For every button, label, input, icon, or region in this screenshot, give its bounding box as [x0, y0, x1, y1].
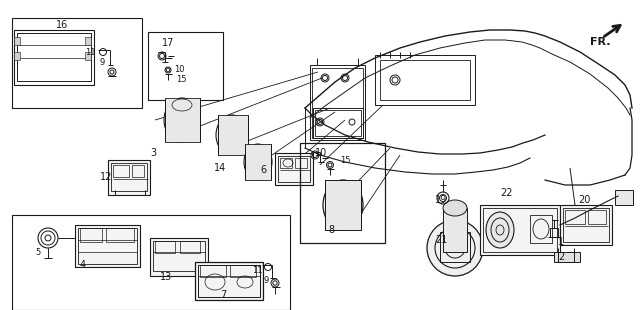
Text: 11: 11	[85, 48, 95, 57]
Bar	[200, 265, 226, 277]
Bar	[165, 98, 200, 142]
Bar	[245, 144, 271, 180]
Bar	[111, 163, 147, 191]
Text: FR.: FR.	[590, 37, 611, 47]
Bar	[440, 232, 470, 262]
Text: 13: 13	[160, 272, 172, 282]
Bar	[78, 228, 137, 264]
Ellipse shape	[164, 98, 200, 142]
Text: 9: 9	[100, 58, 105, 67]
Bar	[312, 68, 363, 138]
Bar	[483, 208, 557, 252]
Text: 7: 7	[220, 290, 227, 300]
Bar	[563, 208, 609, 242]
Text: 5: 5	[35, 248, 40, 257]
Bar	[230, 265, 256, 277]
Bar	[14, 52, 20, 60]
Bar	[75, 225, 140, 267]
Bar	[325, 180, 361, 230]
Bar	[106, 228, 134, 242]
Bar	[565, 210, 585, 224]
Text: 1: 1	[558, 237, 564, 247]
Bar	[550, 228, 558, 237]
Bar	[17, 33, 91, 81]
Bar	[198, 265, 260, 297]
Text: 16: 16	[56, 20, 68, 30]
Text: 11: 11	[252, 266, 262, 275]
Bar	[560, 205, 612, 245]
Bar	[300, 143, 385, 243]
Bar	[480, 205, 560, 255]
Bar	[310, 65, 365, 140]
Text: 19: 19	[435, 195, 447, 205]
Bar	[155, 241, 175, 253]
Bar	[14, 30, 94, 85]
Bar	[85, 52, 91, 60]
Bar	[615, 190, 633, 205]
Bar	[443, 208, 467, 252]
Text: 15: 15	[340, 156, 351, 165]
Bar	[14, 37, 20, 45]
Bar	[375, 55, 475, 105]
Bar	[275, 153, 313, 185]
Bar	[295, 158, 307, 168]
Bar	[85, 37, 91, 45]
Bar	[108, 160, 150, 195]
Text: 21: 21	[435, 235, 447, 245]
Bar	[554, 252, 580, 262]
Text: 10: 10	[315, 148, 327, 158]
Text: 17: 17	[162, 38, 174, 48]
Text: 15: 15	[176, 75, 186, 84]
Text: 20: 20	[578, 195, 590, 205]
Bar	[195, 262, 263, 300]
Bar	[132, 165, 144, 177]
Bar	[530, 215, 552, 243]
Bar	[12, 18, 142, 108]
Ellipse shape	[216, 115, 248, 155]
Text: 14: 14	[214, 163, 227, 173]
Text: 4: 4	[80, 260, 86, 270]
Bar	[313, 108, 363, 138]
Circle shape	[427, 220, 483, 276]
Bar	[278, 156, 310, 182]
Text: 9: 9	[264, 276, 269, 285]
Ellipse shape	[443, 200, 467, 216]
Text: 2: 2	[558, 252, 564, 262]
Text: 22: 22	[500, 188, 513, 198]
Bar	[315, 110, 361, 136]
Ellipse shape	[244, 144, 272, 180]
Bar	[218, 115, 248, 155]
Text: 10: 10	[174, 65, 184, 74]
Bar	[180, 241, 200, 253]
Bar	[148, 32, 223, 100]
Bar	[113, 165, 129, 177]
Text: 3: 3	[150, 148, 156, 158]
Text: 12: 12	[100, 172, 113, 182]
Bar	[153, 241, 205, 271]
Ellipse shape	[323, 180, 363, 230]
Ellipse shape	[486, 212, 514, 248]
Bar	[588, 210, 606, 224]
Text: 6: 6	[260, 165, 266, 175]
Bar	[80, 228, 102, 242]
Bar	[280, 158, 292, 168]
Bar	[380, 60, 470, 100]
Bar	[150, 238, 208, 276]
Text: 8: 8	[328, 225, 334, 235]
